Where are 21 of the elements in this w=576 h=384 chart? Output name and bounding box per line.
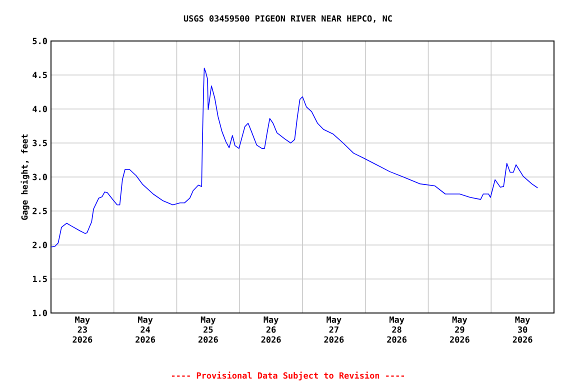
y-tick-label: 2.0 bbox=[32, 242, 47, 248]
y-tick-label: 5.0 bbox=[32, 38, 47, 44]
text: ---- Provisional Data Subject to Revision ---- bbox=[172, 372, 404, 380]
y-tick-label: 2.5 bbox=[32, 208, 47, 214]
line-series bbox=[51, 68, 538, 248]
y-tick-label: 4.5 bbox=[32, 72, 47, 78]
x-tick-label: May 24 2026 bbox=[136, 316, 156, 343]
y-tick-label: 3.5 bbox=[32, 140, 47, 146]
x-tick-label: May 25 2026 bbox=[198, 316, 218, 343]
y-tick-label: 1.5 bbox=[32, 276, 47, 282]
x-tick-label: May 26 2026 bbox=[261, 316, 281, 343]
y-axis-title: Gage height, feet bbox=[20, 134, 30, 220]
x-tick-label: May 23 2026 bbox=[72, 316, 92, 343]
x-tick-label: May 28 2026 bbox=[387, 316, 407, 343]
y-tick-label: 1.0 bbox=[32, 310, 47, 316]
y-tick-label: 4.0 bbox=[32, 106, 47, 112]
y-tick-label: 3.0 bbox=[32, 174, 47, 180]
x-tick-label: May 27 2026 bbox=[324, 316, 344, 343]
x-tick-label: May 29 2026 bbox=[450, 316, 470, 343]
x-tick-label: May 30 2026 bbox=[512, 316, 532, 343]
chart-title: USGS 03459500 PIGEON RIVER NEAR HEPCO, NC bbox=[184, 15, 392, 23]
